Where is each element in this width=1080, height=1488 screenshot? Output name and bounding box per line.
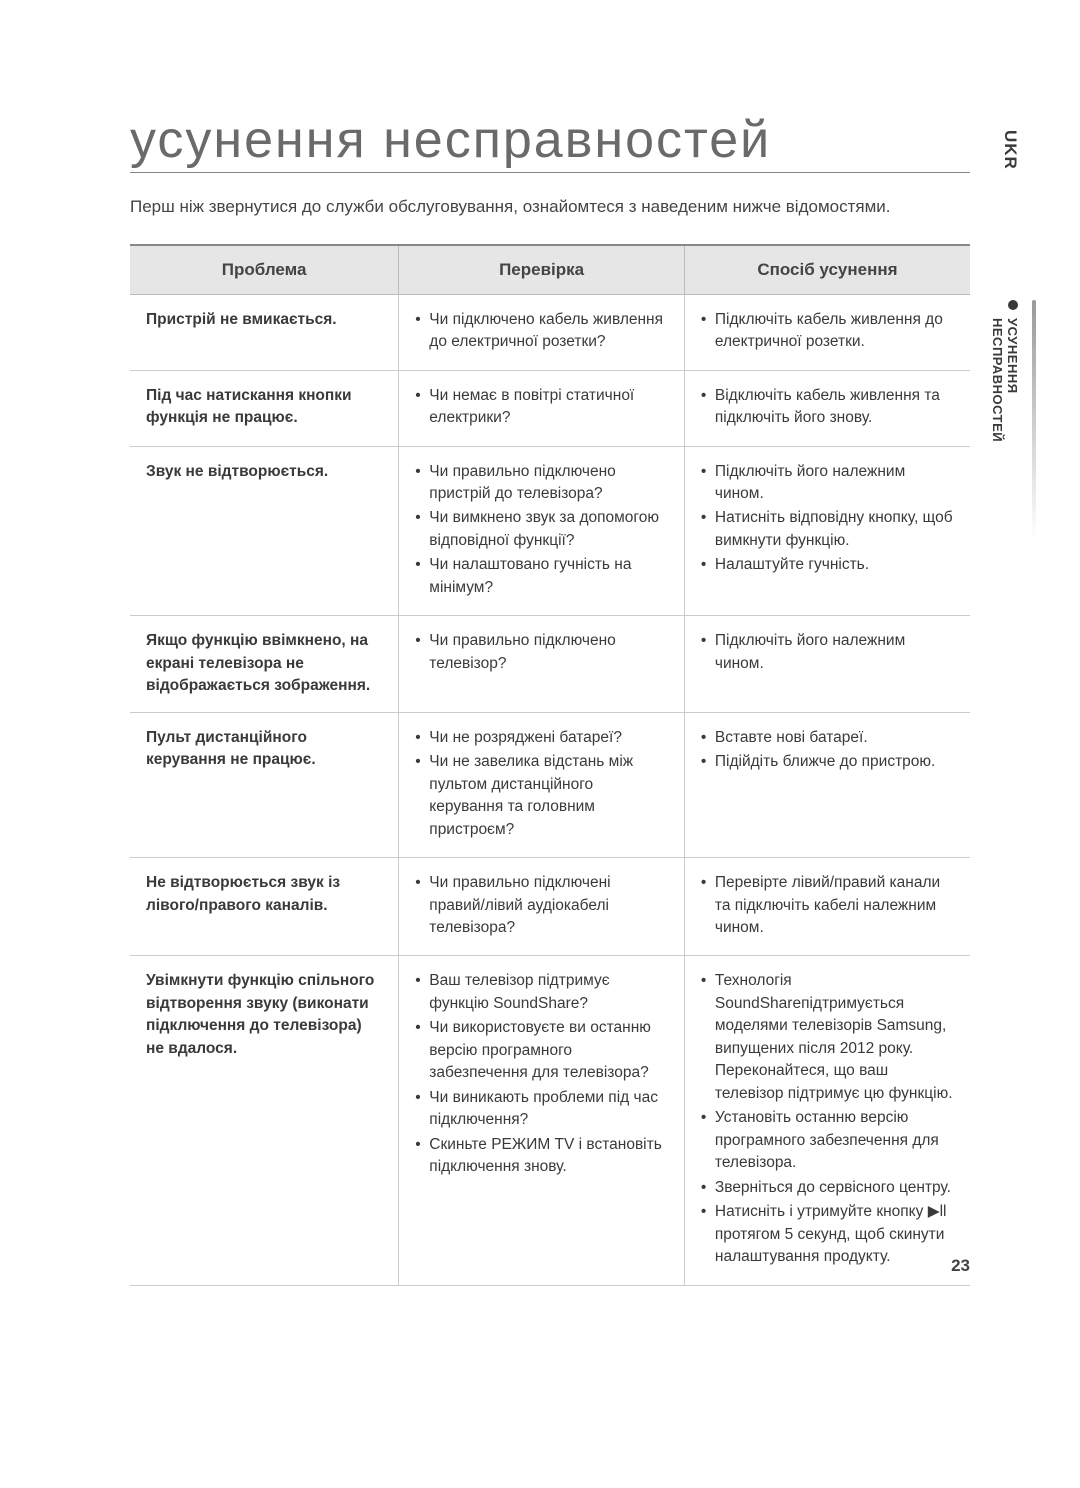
- table-row: Пристрій не вмикається. Чи підключено каб…: [130, 294, 970, 370]
- table-row: Не відтворюється звук із лівого/правого …: [130, 858, 970, 956]
- header-fix: Спосіб усунення: [684, 245, 970, 295]
- check-item: Чи немає в повітрі статичної електрики?: [415, 385, 668, 430]
- problem-cell: Пристрій не вмикається.: [130, 294, 399, 370]
- fix-cell: Технологія SoundShareпідтримується модел…: [684, 956, 970, 1285]
- check-cell: Чи підключено кабель живлення до електри…: [399, 294, 685, 370]
- fix-cell: Перевірте лівий/правий канали та підключ…: [684, 858, 970, 956]
- check-item: Чи вимкнено звук за допомогою відповідно…: [415, 507, 668, 552]
- troubleshooting-table: Проблема Перевірка Спосіб усунення Прист…: [130, 244, 970, 1286]
- header-check: Перевірка: [399, 245, 685, 295]
- page-title: усунення несправностей: [130, 110, 970, 173]
- header-problem: Проблема: [130, 245, 399, 295]
- fix-item: Підійдіть ближче до пристрою.: [701, 751, 954, 773]
- table-row: Під час натискання кнопки функція не пра…: [130, 370, 970, 446]
- fix-cell: Підключіть його належним чином.: [684, 616, 970, 712]
- side-section-dot-icon: [1008, 300, 1018, 310]
- check-cell: Чи правильно підключено пристрій до теле…: [399, 446, 685, 616]
- fix-item: Підключіть його належним чином.: [701, 461, 954, 506]
- check-item: Ваш телевізор підтримує функцію SoundSha…: [415, 970, 668, 1015]
- table-row: Звук не відтворюється. Чи правильно підкл…: [130, 446, 970, 616]
- fix-item: Підключіть кабель живлення до електрично…: [701, 309, 954, 354]
- check-item: Чи правильно підключено телевізор?: [415, 630, 668, 675]
- fix-item: Перевірте лівий/правий канали та підключ…: [701, 872, 954, 939]
- check-item: Скиньте РЕЖИМ TV і встановіть підключенн…: [415, 1134, 668, 1179]
- check-item: Чи не завелика відстань між пультом дист…: [415, 751, 668, 841]
- table-header-row: Проблема Перевірка Спосіб усунення: [130, 245, 970, 295]
- fix-item: Налаштуйте гучність.: [701, 554, 954, 576]
- problem-cell: Звук не відтворюється.: [130, 446, 399, 616]
- fix-item: Установіть останню версію програмного за…: [701, 1107, 954, 1174]
- fix-item: Відключіть кабель живлення та підключіть…: [701, 385, 954, 430]
- fix-item: Технологія SoundShareпідтримується модел…: [701, 970, 954, 1105]
- side-section-label: УСУНЕННЯ НЕСПРАВНОСТЕЙ: [990, 318, 1020, 442]
- check-cell: Чи правильно підключені правий/лівий ауд…: [399, 858, 685, 956]
- page-number: 23: [951, 1256, 970, 1276]
- fix-cell: Підключіть його належним чином.Натисніть…: [684, 446, 970, 616]
- fix-item: Зверніться до сервісного центру.: [701, 1177, 954, 1199]
- check-item: Чи підключено кабель живлення до електри…: [415, 309, 668, 354]
- check-cell: Чи правильно підключено телевізор?: [399, 616, 685, 712]
- intro-text: Перш ніж звернутися до служби обслуговув…: [130, 195, 970, 220]
- problem-cell: Не відтворюється звук із лівого/правого …: [130, 858, 399, 956]
- problem-cell: Увімкнути функцію спільного відтворення …: [130, 956, 399, 1285]
- table-row: Увімкнути функцію спільного відтворення …: [130, 956, 970, 1285]
- check-cell: Чи не розряджені батареї?Чи не завелика …: [399, 712, 685, 857]
- check-cell: Чи немає в повітрі статичної електрики?: [399, 370, 685, 446]
- page-container: UKR УСУНЕННЯ НЕСПРАВНОСТЕЙ усунення несп…: [0, 0, 1080, 1326]
- problem-cell: Пульт дистанційного керування не працює.: [130, 712, 399, 857]
- table-row: Якщо функцію ввімкнено, на екрані телеві…: [130, 616, 970, 712]
- check-item: Чи не розряджені батареї?: [415, 727, 668, 749]
- problem-cell: Якщо функцію ввімкнено, на екрані телеві…: [130, 616, 399, 712]
- table-row: Пульт дистанційного керування не працює.…: [130, 712, 970, 857]
- problem-cell: Під час натискання кнопки функція не пра…: [130, 370, 399, 446]
- check-item: Чи налаштовано гучність на мінімум?: [415, 554, 668, 599]
- fix-cell: Підключіть кабель живлення до електрично…: [684, 294, 970, 370]
- fix-cell: Вставте нові батареї.Підійдіть ближче до…: [684, 712, 970, 857]
- check-item: Чи правильно підключені правий/лівий ауд…: [415, 872, 668, 939]
- fix-cell: Відключіть кабель живлення та підключіть…: [684, 370, 970, 446]
- fix-item: Натисніть відповідну кнопку, щоб вимкнут…: [701, 507, 954, 552]
- check-item: Чи правильно підключено пристрій до теле…: [415, 461, 668, 506]
- side-language-label: UKR: [1000, 130, 1020, 170]
- check-cell: Ваш телевізор підтримує функцію SoundSha…: [399, 956, 685, 1285]
- fix-item: Підключіть його належним чином.: [701, 630, 954, 675]
- check-item: Чи виникають проблеми під час підключенн…: [415, 1087, 668, 1132]
- table-body: Пристрій не вмикається. Чи підключено каб…: [130, 294, 970, 1285]
- fix-item: Натисніть і утримуйте кнопку ▶ll протяго…: [701, 1201, 954, 1268]
- check-item: Чи використовуєте ви останню версію прог…: [415, 1017, 668, 1084]
- side-section-bar: [1032, 300, 1036, 540]
- fix-item: Вставте нові батареї.: [701, 727, 954, 749]
